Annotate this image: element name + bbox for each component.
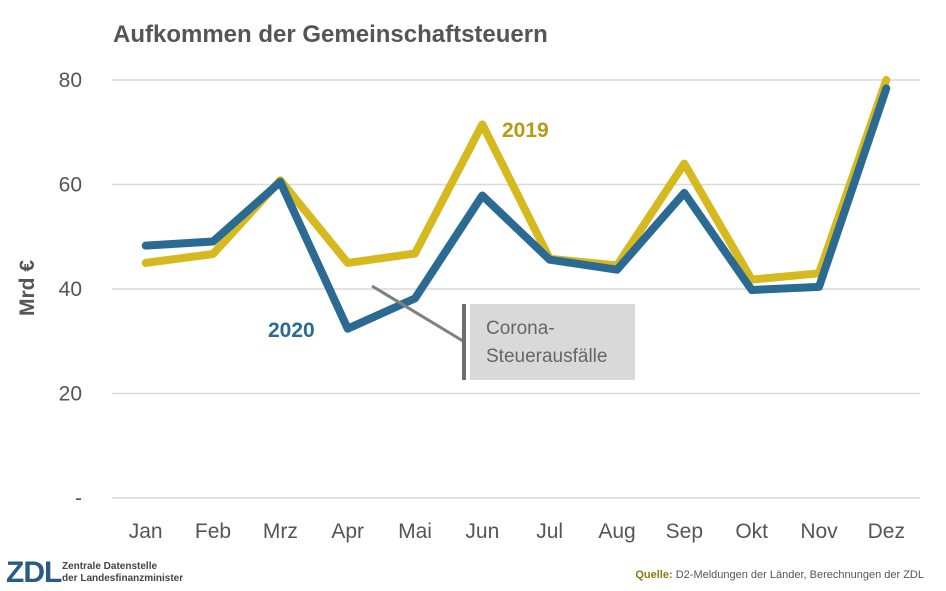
series-line-2020 (141, 84, 891, 333)
annotation-pointer (371, 284, 464, 343)
data-point-2019 (212, 253, 214, 255)
data-point-2019 (414, 252, 416, 254)
annotation-line-2: Steuerausfälle (486, 346, 607, 367)
logo-mark: ZDL (6, 556, 62, 589)
y-axis-label: Mrd € (16, 260, 39, 316)
data-point-2020 (212, 240, 214, 242)
y-tick-label: 60 (59, 174, 82, 197)
series-label-2019: 2019 (502, 119, 549, 142)
x-tick-label: Jan (129, 520, 163, 543)
x-tick-label: Apr (331, 520, 364, 543)
x-tick-labels: Jan Feb Mrz Apr Mai Jun Jul Aug Sep Okt Nov Dez (129, 520, 905, 543)
data-point-2019 (145, 262, 147, 264)
series-lines (141, 76, 891, 333)
data-point-2020 (751, 289, 753, 291)
x-tick-label: Aug (598, 520, 635, 543)
x-tick-label: Mrz (263, 520, 298, 543)
data-point-2019 (751, 279, 753, 281)
data-point-2019 (818, 272, 820, 274)
series-label-2020: 2020 (268, 319, 315, 342)
data-point-2020 (481, 194, 483, 196)
gridlines (112, 79, 920, 499)
y-tick-label: 80 (59, 69, 82, 92)
chart-title: Aufkommen der Gemeinschaftsteuern (113, 21, 548, 48)
series-2020 (141, 84, 891, 333)
x-tick-label: Okt (735, 520, 768, 543)
y-tick-label: 20 (59, 383, 82, 406)
series-line-2019 (141, 76, 891, 284)
source-label: Quelle: (635, 569, 672, 581)
x-tick-label: Jul (536, 520, 563, 543)
source-text: D2-Meldungen der Länder, Berechnungen de… (676, 569, 924, 581)
annotation-box (470, 304, 635, 380)
logo-line-2: der Landesfinanzminister (62, 573, 183, 584)
y-tick-label: 40 (59, 278, 82, 301)
y-tick-label: - (75, 487, 82, 510)
data-point-2020 (683, 192, 685, 194)
x-tick-label: Jun (465, 520, 499, 543)
corona-annotation: Corona- Steuerausfälle (371, 284, 635, 380)
data-point-2019 (481, 123, 483, 125)
x-tick-label: Mai (398, 520, 432, 543)
source-note: Quelle: D2-Meldungen der Länder, Berechn… (635, 569, 924, 581)
y-tick-labels: - 20 40 60 80 (59, 69, 82, 510)
x-tick-label: Nov (800, 520, 838, 543)
data-point-2020 (414, 297, 416, 299)
data-point-2019 (683, 163, 685, 165)
data-point-2019 (885, 79, 887, 81)
data-point-2020 (279, 181, 281, 183)
zdl-logo: ZDL Zentrale Datenstelle der Landesfinan… (6, 556, 183, 589)
data-point-2019 (347, 262, 349, 264)
logo-line-1: Zentrale Datenstelle (62, 561, 157, 572)
annotation-line-1: Corona- (486, 318, 555, 339)
data-point-2020 (616, 269, 618, 271)
x-tick-label: Dez (868, 520, 905, 543)
data-point-2020 (145, 245, 147, 247)
series-2019 (141, 76, 891, 284)
data-point-2020 (549, 259, 551, 261)
x-tick-label: Feb (195, 520, 231, 543)
data-point-2020 (347, 328, 349, 330)
data-point-2020 (818, 286, 820, 288)
data-point-2020 (885, 87, 887, 89)
x-tick-label: Sep (666, 520, 703, 543)
